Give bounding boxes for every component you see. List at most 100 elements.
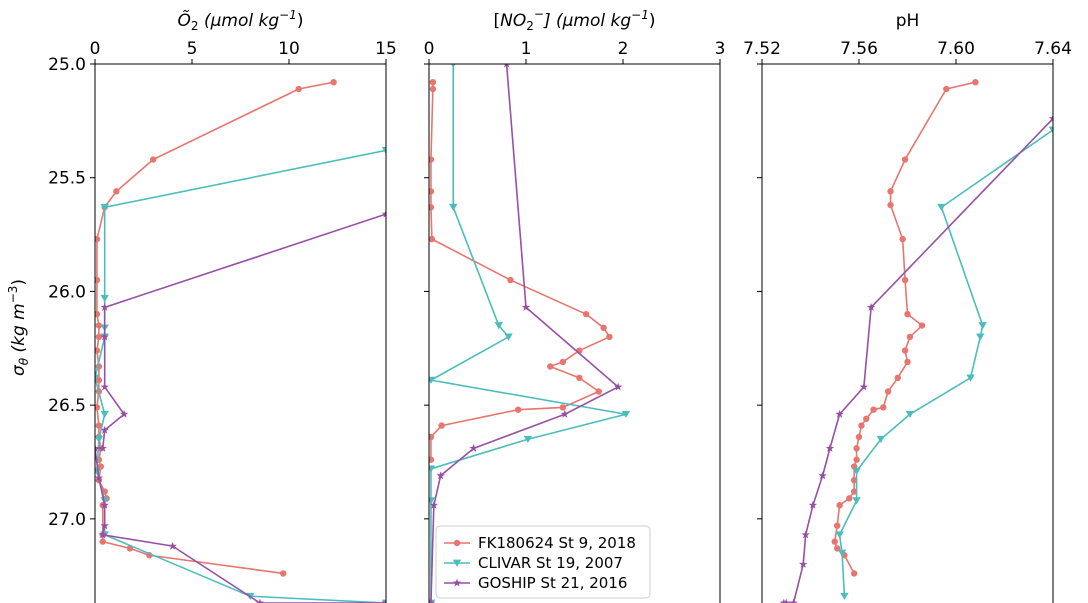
ph-fk-point	[850, 570, 858, 577]
no2-clivar-point	[429, 497, 436, 505]
no2-clivar-point	[451, 64, 456, 68]
ph-goship-point	[835, 409, 844, 418]
no2-goship-point	[436, 471, 445, 480]
o2-clivar-point	[100, 410, 109, 419]
o2-fk-point	[95, 376, 103, 384]
ph-fk-point	[870, 406, 877, 413]
o2-clivar-point	[95, 435, 104, 444]
o2-goship-point	[100, 332, 109, 341]
ph-goship-point	[1048, 114, 1053, 123]
ph-fk-point	[972, 78, 979, 86]
no2-fk-point	[429, 188, 435, 195]
o2-xtick-label: 5	[187, 39, 198, 59]
o2-fk-line	[96, 81, 334, 575]
no2-clivar-point	[494, 322, 504, 330]
ph-goship-point	[789, 598, 798, 603]
no2-clivar-point	[429, 465, 436, 473]
ytick-label: 26.5	[48, 396, 86, 416]
o2-goship-point	[95, 443, 100, 452]
no2-xtick-label: 2	[618, 39, 629, 59]
ph-clivar-point	[852, 497, 861, 505]
o2-goship-point	[100, 500, 109, 509]
ph-xtick-label: 7.52	[743, 39, 781, 59]
no2-goship-point	[429, 598, 436, 603]
legend-goship-label: GOSHIP St 21, 2016	[478, 574, 627, 592]
legend-fk-marker	[453, 539, 461, 547]
ph-xtick-label: 7.56	[840, 39, 878, 59]
ph-goship-point	[818, 471, 827, 480]
o2-fk-point	[95, 347, 101, 354]
o2-goship-point	[168, 541, 177, 550]
no2-xtick-label: 1	[521, 39, 532, 59]
ph-goship-point	[799, 559, 808, 568]
ph-clivar-point	[837, 549, 847, 557]
o2-fk-point	[279, 570, 287, 577]
o2-goship-point	[255, 598, 265, 603]
no2-goship-point	[469, 443, 478, 452]
panel-o2: 0 5 10 15 Õ2 (μmol kg−1)	[90, 8, 397, 603]
no2-fk-point	[559, 358, 567, 366]
no2-clivar-point	[621, 410, 631, 419]
o2-goship-point	[100, 382, 109, 391]
ph-fk-point	[884, 388, 892, 395]
o2-fk-point	[95, 310, 101, 318]
o2-fk-point	[95, 235, 101, 243]
o2-xaxis-title: Õ2 (μmol kg−1)	[178, 8, 304, 33]
o2-clivar-point	[100, 294, 109, 303]
ph-clivar-point	[905, 410, 915, 419]
ph-fk-point	[901, 156, 909, 163]
no2-fk-point	[429, 156, 435, 163]
no2-clivar-point	[523, 435, 533, 444]
ph-clivar-line	[838, 129, 1053, 597]
ph-fk-point	[850, 476, 858, 484]
no2-fk-point	[438, 422, 445, 429]
ph-fk-point	[887, 201, 894, 209]
ph-goship-point	[782, 598, 791, 603]
o2-fk-point	[95, 322, 103, 329]
ph-clivar-point	[978, 322, 987, 330]
no2-goship-point	[521, 302, 531, 311]
ph-clivar-point	[1048, 126, 1053, 134]
ph-goship-point	[866, 302, 876, 311]
o2-fk-point	[95, 422, 103, 429]
ph-fk-point	[850, 488, 858, 495]
ph-fk-point	[943, 85, 950, 93]
ph-goship-point	[825, 443, 835, 452]
yaxis-title: σθ (kg m−3)	[6, 279, 31, 376]
no2-fk-point	[429, 433, 435, 441]
legend-clivar-marker	[452, 559, 462, 567]
o2-fk-point	[95, 333, 103, 341]
ytick-label: 25.5	[48, 169, 86, 189]
ph-clivar-point	[840, 592, 849, 600]
ph-clivar-point	[976, 333, 985, 341]
o2-clivar-point	[95, 374, 100, 382]
o2-goship-point	[100, 425, 109, 434]
ytick-label: 25.0	[48, 55, 86, 75]
no2-fk-point	[507, 276, 514, 284]
no2-clivar-point	[504, 333, 513, 341]
no2-clivar-point	[429, 376, 436, 384]
no2-fk-point	[429, 204, 435, 211]
ph-fk-point	[901, 347, 909, 354]
ph-fk-point	[853, 456, 860, 463]
no2-fk-point	[429, 85, 437, 93]
y-axis: 25.0 25.5 26.0 26.5 27.0 σθ (kg m−3)	[6, 55, 86, 530]
ph-fk-point	[831, 538, 838, 545]
o2-fk-point	[95, 404, 101, 411]
ph-xtick-label: 7.60	[937, 39, 975, 59]
no2-goship-line	[430, 64, 619, 603]
o2-goship-point	[381, 209, 386, 218]
no2-fk-point	[582, 310, 590, 318]
o2-xtick-label: 15	[375, 39, 397, 59]
ph-fk-point	[853, 445, 860, 452]
no2-xtick-label: 0	[424, 39, 435, 59]
o2-clivar-line	[95, 149, 386, 603]
no2-fk-point	[429, 78, 437, 86]
no2-fk-line	[430, 82, 611, 460]
panel-ph: 7.52 7.56 7.60 7.64 pH	[743, 11, 1072, 603]
panel-no2-data	[429, 64, 631, 603]
o2-goship-point	[98, 530, 107, 539]
ph-fk-point	[904, 310, 911, 318]
legend-fk-label: FK180624 St 9, 2018	[478, 534, 636, 552]
no2-goship-point	[613, 382, 623, 391]
